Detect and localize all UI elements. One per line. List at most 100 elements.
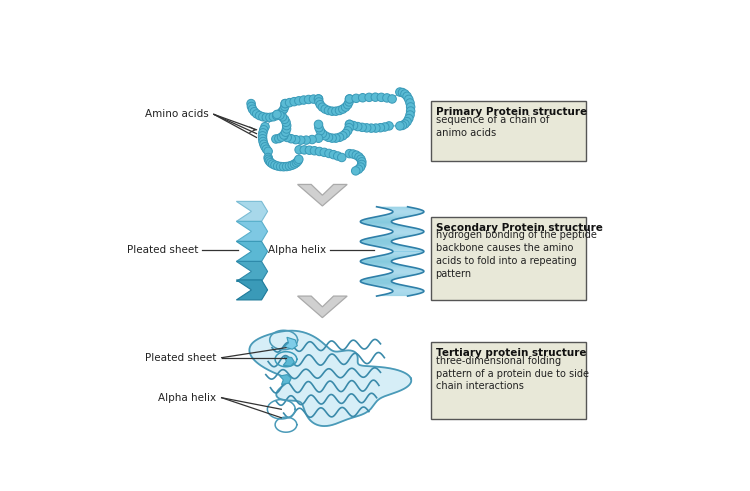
- Polygon shape: [284, 337, 297, 349]
- Circle shape: [279, 163, 288, 171]
- Text: Pleated sheet: Pleated sheet: [127, 245, 198, 255]
- Circle shape: [309, 95, 318, 103]
- Circle shape: [269, 112, 278, 121]
- Circle shape: [328, 107, 337, 115]
- Circle shape: [280, 105, 288, 113]
- Circle shape: [285, 162, 294, 170]
- Circle shape: [280, 115, 289, 124]
- Circle shape: [292, 159, 301, 167]
- Circle shape: [345, 123, 353, 132]
- Circle shape: [318, 103, 327, 111]
- Circle shape: [406, 107, 415, 115]
- Circle shape: [268, 160, 277, 168]
- Circle shape: [295, 97, 303, 105]
- Circle shape: [376, 123, 385, 132]
- Circle shape: [248, 105, 256, 113]
- Circle shape: [358, 93, 367, 102]
- Circle shape: [338, 153, 346, 162]
- Circle shape: [321, 105, 329, 113]
- Circle shape: [341, 129, 350, 138]
- Circle shape: [344, 101, 352, 109]
- Circle shape: [262, 145, 271, 153]
- Circle shape: [260, 126, 268, 134]
- Circle shape: [341, 103, 350, 111]
- Circle shape: [265, 157, 274, 165]
- Polygon shape: [280, 375, 291, 384]
- Circle shape: [247, 99, 255, 108]
- Polygon shape: [236, 280, 268, 300]
- Circle shape: [262, 113, 271, 122]
- Circle shape: [395, 88, 404, 96]
- Circle shape: [404, 95, 413, 104]
- Circle shape: [398, 88, 406, 97]
- Circle shape: [318, 129, 327, 138]
- Circle shape: [353, 122, 362, 131]
- Circle shape: [281, 99, 290, 108]
- Circle shape: [304, 95, 313, 104]
- Circle shape: [338, 132, 347, 140]
- Circle shape: [275, 109, 284, 118]
- Text: Pleated sheet: Pleated sheet: [145, 353, 216, 363]
- Circle shape: [274, 162, 282, 170]
- Circle shape: [299, 96, 308, 104]
- Circle shape: [285, 98, 294, 107]
- Polygon shape: [250, 330, 411, 426]
- Circle shape: [278, 108, 286, 116]
- Circle shape: [334, 152, 342, 160]
- Circle shape: [332, 107, 340, 115]
- Circle shape: [314, 95, 322, 103]
- Circle shape: [280, 102, 289, 110]
- Circle shape: [345, 98, 353, 106]
- Circle shape: [377, 93, 386, 102]
- Circle shape: [364, 93, 374, 102]
- Circle shape: [266, 113, 274, 122]
- Circle shape: [272, 111, 281, 120]
- FancyBboxPatch shape: [430, 101, 586, 162]
- Text: Primary Protein structure: Primary Protein structure: [436, 108, 586, 117]
- Circle shape: [395, 122, 404, 130]
- Circle shape: [258, 135, 267, 143]
- Circle shape: [344, 127, 352, 135]
- Circle shape: [271, 161, 279, 169]
- Circle shape: [248, 102, 256, 110]
- Circle shape: [250, 108, 259, 116]
- Circle shape: [345, 95, 354, 103]
- Circle shape: [345, 95, 354, 103]
- Circle shape: [354, 165, 363, 173]
- Circle shape: [310, 146, 319, 155]
- Circle shape: [280, 131, 288, 139]
- Circle shape: [296, 136, 305, 144]
- Circle shape: [292, 136, 300, 144]
- Text: Alpha helix: Alpha helix: [158, 393, 216, 403]
- Circle shape: [349, 150, 357, 158]
- Polygon shape: [236, 201, 268, 221]
- Circle shape: [294, 157, 302, 165]
- Circle shape: [261, 122, 269, 131]
- Circle shape: [315, 123, 323, 132]
- Circle shape: [302, 136, 310, 144]
- Circle shape: [406, 111, 414, 119]
- Circle shape: [273, 110, 281, 119]
- Circle shape: [338, 105, 347, 113]
- Circle shape: [316, 101, 325, 109]
- Circle shape: [260, 140, 268, 148]
- Circle shape: [345, 149, 354, 158]
- Circle shape: [272, 135, 280, 143]
- Circle shape: [279, 132, 288, 140]
- Circle shape: [283, 133, 292, 142]
- Circle shape: [403, 117, 411, 126]
- Circle shape: [278, 112, 286, 121]
- Circle shape: [356, 155, 365, 164]
- Circle shape: [295, 155, 303, 164]
- Circle shape: [259, 129, 267, 137]
- Circle shape: [350, 121, 358, 130]
- Circle shape: [259, 137, 267, 146]
- Circle shape: [328, 134, 337, 142]
- Polygon shape: [236, 242, 268, 261]
- Circle shape: [314, 120, 322, 129]
- Circle shape: [329, 150, 338, 159]
- Circle shape: [282, 125, 291, 133]
- Circle shape: [275, 111, 284, 119]
- Circle shape: [276, 163, 285, 171]
- Circle shape: [282, 163, 291, 171]
